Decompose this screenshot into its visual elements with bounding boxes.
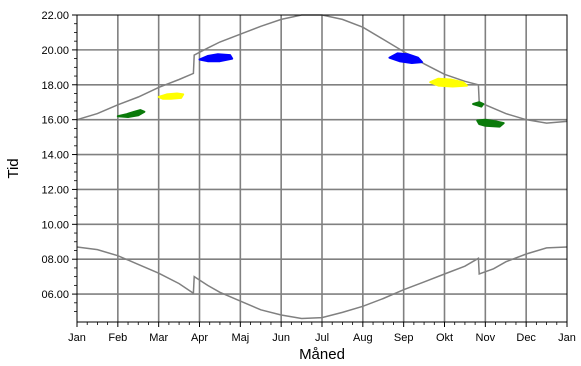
x-tick-label: Okt <box>436 332 453 344</box>
y-tick-label: 22.00 <box>41 10 69 22</box>
series-cluster-3 <box>157 92 185 100</box>
series-cluster-2 <box>116 109 146 118</box>
y-tick-label: 20.00 <box>41 45 69 57</box>
x-tick-label: Dec <box>516 332 536 344</box>
x-axis-title: Måned <box>299 346 345 363</box>
x-tick-label: Feb <box>108 332 127 344</box>
y-tick-label: 12.00 <box>41 184 69 196</box>
grid <box>77 15 567 322</box>
x-tick-label: Nov <box>476 332 496 344</box>
x-tick-label: Jan <box>68 332 86 344</box>
x-tick-label: Jun <box>272 332 290 344</box>
series-cluster-5 <box>388 52 423 64</box>
y-tick-label: 10.00 <box>41 219 69 231</box>
x-tick-label: Mar <box>149 332 168 344</box>
series-layer <box>76 14 568 320</box>
x-tick-label: Apr <box>191 332 208 344</box>
y-tick-labels: 06.00 08.00 10.00 12.00 14.00 16.00 18.00 20.00… <box>41 10 69 301</box>
x-tick-label: Jul <box>315 332 329 344</box>
y-tick-label: 14.00 <box>41 150 69 162</box>
x-tick-label: Maj <box>231 332 249 344</box>
x-tick-label: Sep <box>394 332 414 344</box>
series-cluster-6 <box>429 77 468 88</box>
x-tick-label: Jan <box>558 332 576 344</box>
series-line-1 <box>76 246 568 320</box>
y-tick-label: 06.00 <box>41 289 69 301</box>
series-cluster-8 <box>476 118 505 128</box>
x-tick-labels: Jan Feb Mar Apr Maj Jun Jul Aug Sep Okt Nov Dec Jan <box>68 332 576 344</box>
x-tick-label: Aug <box>353 332 373 344</box>
y-tick-label: 18.00 <box>41 80 69 92</box>
series-cluster-4 <box>198 53 234 63</box>
y-tick-label: 16.00 <box>41 115 69 127</box>
y-axis-title: Tid <box>5 158 22 178</box>
ticks <box>72 14 568 327</box>
y-tick-label: 08.00 <box>41 254 69 266</box>
series-cluster-7 <box>472 101 485 108</box>
